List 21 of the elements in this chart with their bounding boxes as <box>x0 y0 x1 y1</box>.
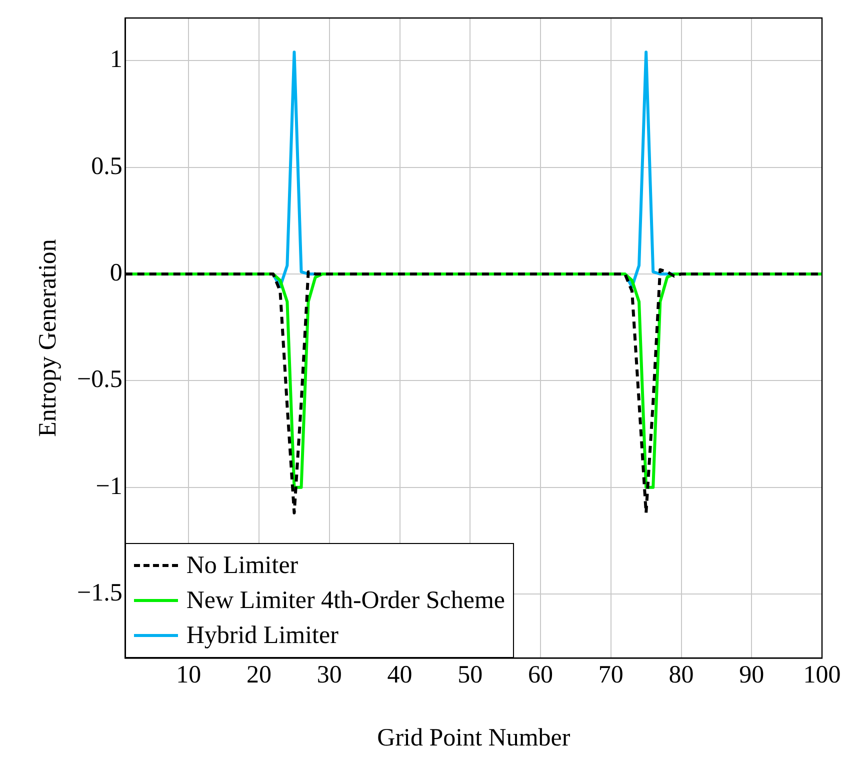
x-tick-label: 60 <box>528 662 554 689</box>
y-tick-label: 0.5 <box>91 152 122 180</box>
x-tick-label: 10 <box>176 662 202 689</box>
x-axis-title: Grid Point Number <box>377 724 571 752</box>
y-axis-title: Entropy Generation <box>34 238 62 437</box>
x-tick-label: 80 <box>668 662 694 689</box>
x-tick-label: 30 <box>316 662 342 689</box>
legend-label: No Limiter <box>186 551 298 581</box>
y-tick-label: −0.5 <box>76 366 122 394</box>
x-tick-label: 90 <box>739 662 764 689</box>
x-tick-label: 70 <box>598 662 624 689</box>
x-tick-label: 100 <box>803 662 841 689</box>
y-tick-label: 1 <box>110 46 122 74</box>
y-tick-label: 0 <box>110 260 122 287</box>
legend-label: New Limiter 4th-Order Scheme <box>186 586 505 616</box>
y-tick-label: −1 <box>96 472 122 500</box>
x-tick-label: 20 <box>246 662 272 689</box>
x-tick-label: 50 <box>458 662 483 689</box>
legend-label: Hybrid Limiter <box>186 621 338 651</box>
y-tick-label: −1.5 <box>76 580 122 607</box>
x-tick-label: 40 <box>387 662 412 689</box>
